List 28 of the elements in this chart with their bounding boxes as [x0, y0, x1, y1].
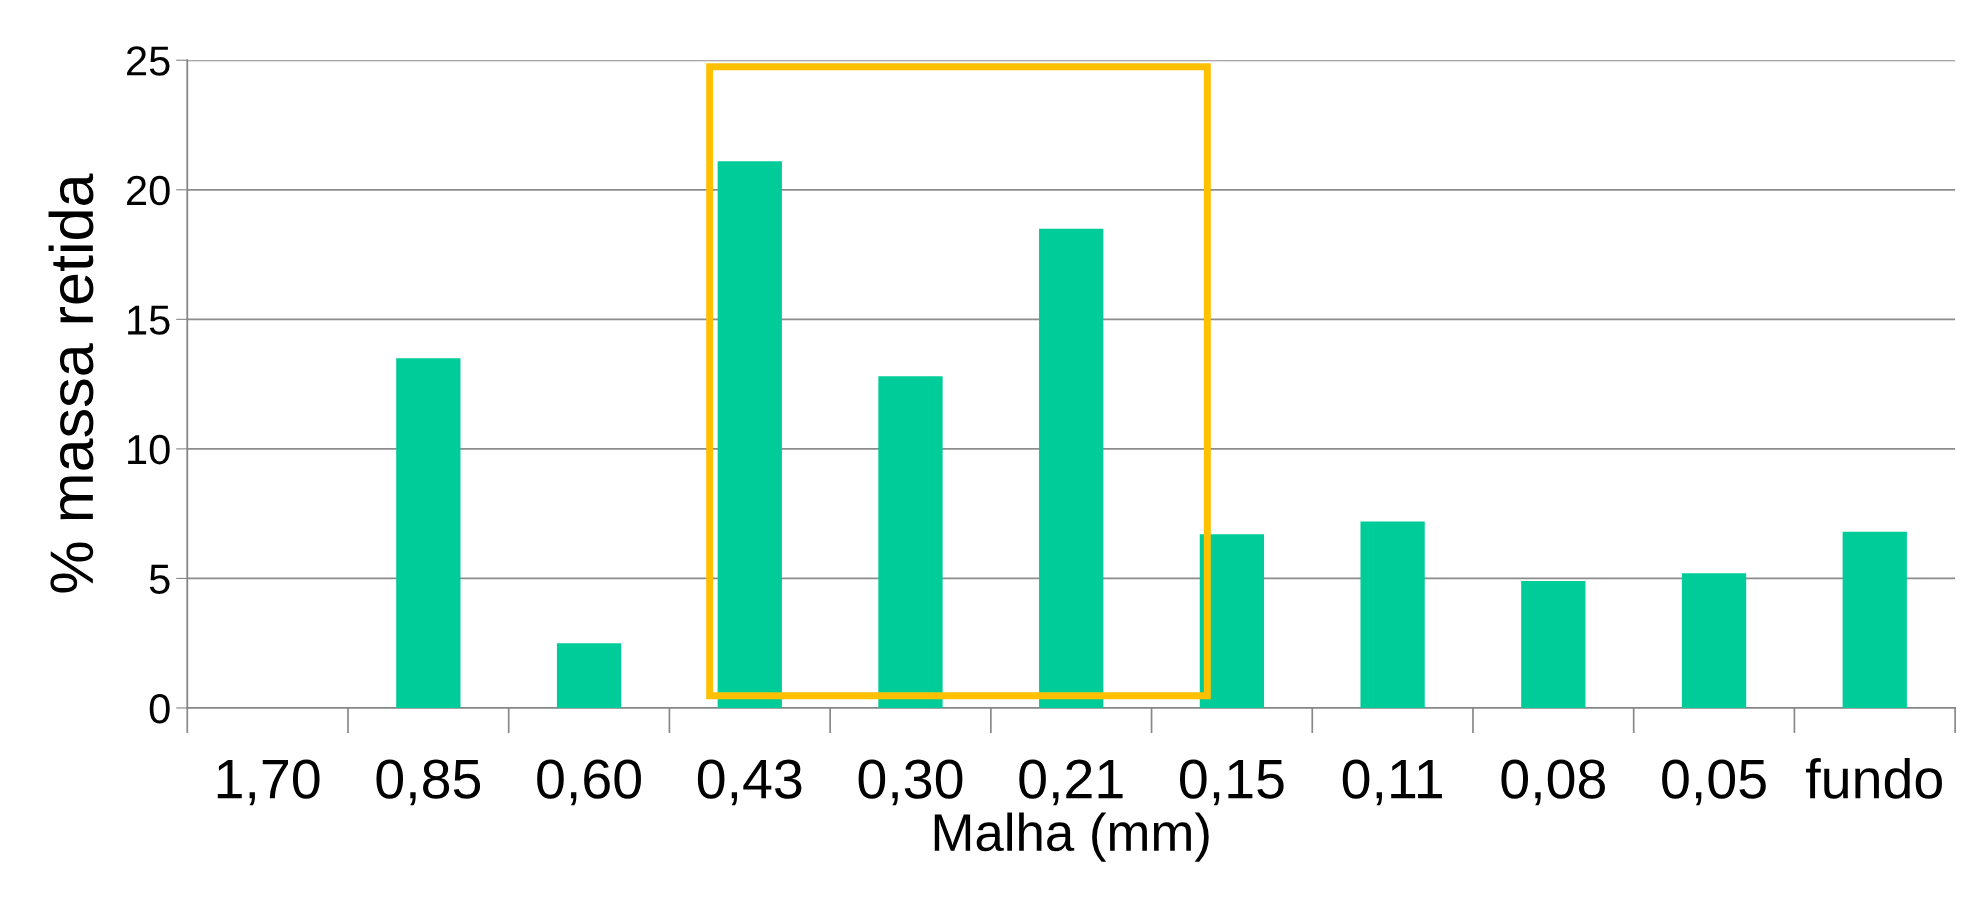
y-axis-title: % massa retida	[48, 173, 94, 593]
x-tick-label: 0,05	[1662, 759, 1766, 806]
x-tick-label: fundo	[1806, 757, 1942, 799]
x-tick-label: 0,85	[376, 759, 481, 806]
x-tick-label: 0,60	[537, 759, 641, 806]
y-tick-label: 20	[127, 175, 170, 206]
x-tick-label: 0,11	[1342, 759, 1442, 806]
x-tick-label: 0,30	[858, 759, 963, 806]
x-tick-label: 0,21	[1019, 759, 1123, 806]
bar	[717, 161, 782, 708]
y-tick-label: 5	[149, 564, 170, 594]
y-tick-label: 25	[127, 46, 170, 76]
x-axis-title: Malha (mm)	[934, 812, 1209, 862]
bar	[1842, 531, 1907, 708]
x-tick-label: 0,08	[1501, 759, 1605, 806]
bar	[1681, 573, 1747, 708]
x-tick-label: 0,43	[697, 759, 802, 806]
bar	[1039, 228, 1104, 708]
bar	[1360, 521, 1425, 708]
y-tick-label: 15	[128, 305, 170, 335]
y-tick-label: 10	[128, 434, 170, 465]
y-tick-label: 0	[149, 693, 170, 724]
x-tick-label: 0,15	[1180, 759, 1284, 806]
bar	[396, 358, 461, 708]
bar	[556, 643, 622, 708]
bar	[1521, 581, 1586, 708]
x-tick-label: 1,70	[217, 759, 320, 806]
bar	[878, 376, 943, 708]
